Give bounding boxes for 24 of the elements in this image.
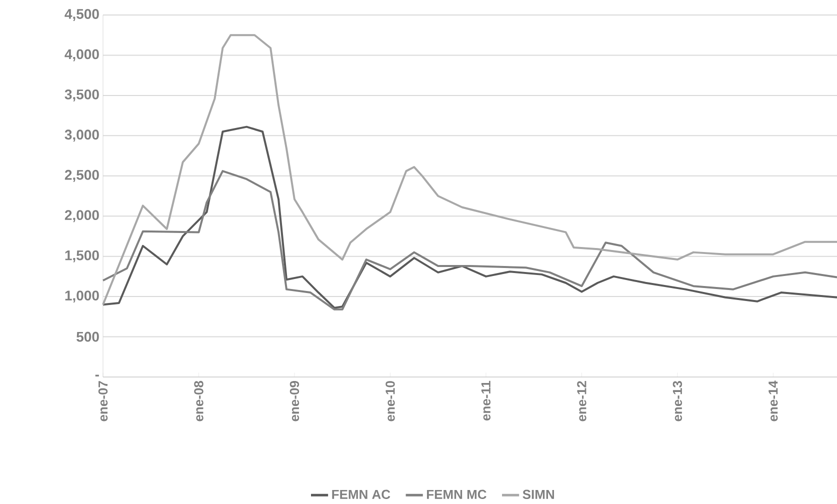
y-tick-label: 2,500 — [64, 170, 99, 182]
y-tick-label: 3,000 — [64, 130, 99, 142]
y-tick-label: - — [95, 374, 99, 376]
y-tick-label: 1,000 — [65, 290, 99, 303]
legend-label: FEMN AC — [332, 490, 390, 500]
x-tick-label: ene-14 — [768, 380, 778, 422]
x-tick-label: ene-10 — [386, 381, 395, 422]
line-series — [102, 170, 837, 310]
x-tick-label: ene-09 — [290, 381, 300, 422]
line-series — [102, 34, 837, 306]
x-tick-label: ene-12 — [577, 381, 586, 422]
y-tick-label: 500 — [76, 332, 99, 342]
x-tick-label: ene-08 — [194, 380, 204, 422]
x-tick-label: ene-13 — [672, 381, 682, 422]
y-tick-label: 3,500 — [64, 89, 99, 102]
y-tick-label: 4,000 — [64, 49, 99, 62]
y-tick-label: 2,000 — [64, 210, 99, 222]
legend-label: SIMN — [522, 490, 554, 500]
legend-label: FEMN MC — [426, 490, 486, 500]
x-tick-label: ene-11 — [481, 380, 490, 421]
x-tick-label: ene-07 — [98, 381, 108, 422]
line-series — [102, 126, 837, 309]
y-tick-label: 4,500 — [64, 9, 99, 21]
y-tick-label: 1,500 — [65, 250, 99, 262]
